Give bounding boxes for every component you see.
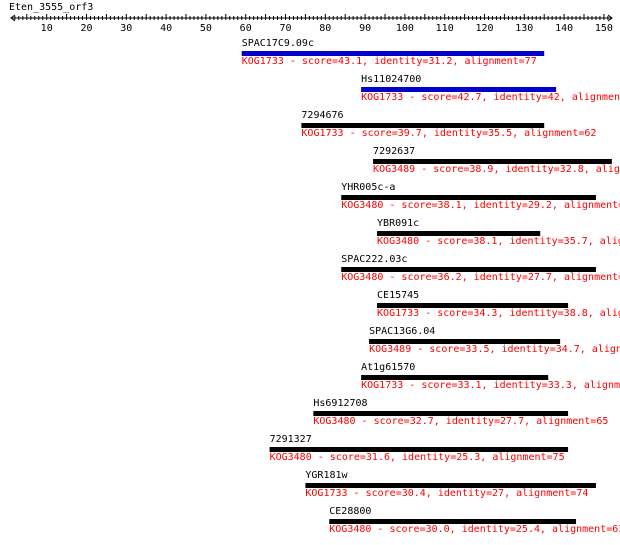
hit-name: CE28800 (329, 506, 371, 517)
hit-bar (329, 519, 577, 524)
hit-row: CE28800 KOG3480 - score=30.0, identity=25… (329, 506, 620, 535)
hit-info: KOG1733 - score=34.3, identity=38.8, ali… (377, 308, 620, 319)
hit-info: KOG3480 - score=38.1, identity=35.7, ali… (377, 236, 620, 247)
hit-bar (361, 87, 557, 92)
hit-name: At1g61570 (361, 362, 415, 373)
hit-info: KOG3480 - score=31.6, identity=25.3, ali… (270, 452, 565, 463)
hit-bar (269, 447, 569, 452)
hit-bar (341, 267, 596, 272)
hit-bar (301, 123, 545, 128)
tick-label: 110 (436, 23, 454, 34)
hit-name: CE15745 (377, 290, 419, 301)
hit-info: KOG1733 - score=30.4, identity=27, align… (305, 488, 588, 499)
hit-row: YBR091c KOG3480 - score=38.1, identity=35… (377, 218, 620, 247)
hit-name: SPAC222.03c (341, 254, 407, 265)
hit-info: KOG1733 - score=33.1, identity=33.3, ali… (361, 380, 620, 391)
tick-label: 30 (120, 23, 132, 34)
hit-bar (373, 159, 612, 164)
tick-label: 20 (80, 23, 92, 34)
tick-label: 150 (595, 23, 613, 34)
tick-label: 80 (319, 23, 331, 34)
hit-row: 7291327 KOG3480 - score=31.6, identity=25… (269, 434, 569, 463)
axis-arrow-right-icon (607, 14, 613, 22)
hit-bar (377, 231, 541, 236)
hit-bar (313, 411, 569, 416)
hit-info: KOG1733 - score=43.1, identity=31.2, ali… (242, 56, 537, 67)
hit-list: SPAC17C9.09c KOG1733 - score=43.1, identi… (241, 38, 620, 535)
hit-name: SPAC13G6.04 (369, 326, 435, 337)
hit-row: SPAC13G6.04 KOG3489 - score=33.5, identit… (369, 326, 620, 355)
tick-label: 10 (41, 23, 53, 34)
hit-name: YGR181w (305, 470, 348, 481)
hit-bar (377, 303, 569, 308)
hit-name: 7294676 (301, 110, 343, 121)
hit-info: KOG3480 - score=36.2, identity=27.7, ali… (341, 272, 620, 283)
tick-label: 140 (555, 23, 573, 34)
tick-label: 100 (396, 23, 414, 34)
tick-label: 120 (475, 23, 493, 34)
axis-ticks: 10 20 30 40 50 60 70 80 90 100 110 120 130 140 150 (10, 14, 613, 34)
hit-name: Hs6912708 (313, 398, 367, 409)
hit-info: KOG1733 - score=42.7, identity=42, align… (361, 92, 620, 103)
hit-name: SPAC17C9.09c (242, 38, 314, 49)
hit-name: YHR005c-a (341, 182, 395, 193)
sequence-title: Eten_3555_orf3 (9, 2, 93, 13)
hit-name: YBR091c (377, 218, 419, 229)
hit-info: KOG3480 - score=32.7, identity=27.7, ali… (313, 416, 608, 427)
tick-label: 70 (279, 23, 291, 34)
tick-label: 60 (240, 23, 252, 34)
hit-row: 7292637 KOG3489 - score=38.9, identity=32… (373, 146, 620, 175)
hit-bar (369, 339, 561, 344)
hit-name: 7291327 (270, 434, 312, 445)
hit-row: YGR181w KOG1733 - score=30.4, identity=27… (305, 470, 596, 499)
hit-bar (361, 375, 549, 380)
hit-row: Hs6912708 KOG3480 - score=32.7, identity=… (313, 398, 608, 427)
hit-info: KOG3489 - score=38.9, identity=32.8, ali… (373, 164, 620, 175)
hit-row: Hs11024700 KOG1733 - score=42.7, identity… (361, 74, 620, 103)
tick-label: 40 (160, 23, 172, 34)
hit-row: CE15745 KOG1733 - score=34.3, identity=38… (377, 290, 620, 319)
hit-bar (241, 51, 545, 56)
tick-label: 90 (359, 23, 371, 34)
hit-name: Hs11024700 (361, 74, 421, 85)
hit-row: 7294676 KOG1733 - score=39.7, identity=35… (301, 110, 596, 139)
hit-info: KOG3480 - score=38.1, identity=29.2, ali… (341, 200, 620, 211)
hit-bar (305, 483, 596, 488)
tick-label: 50 (200, 23, 212, 34)
hit-info: KOG3489 - score=33.5, identity=34.7, ali… (369, 344, 620, 355)
hit-row: SPAC17C9.09c KOG1733 - score=43.1, identi… (241, 38, 545, 67)
tick-label: 130 (515, 23, 533, 34)
axis-arrow-left-icon (10, 14, 16, 22)
hit-bar (341, 195, 596, 200)
hit-name: 7292637 (373, 146, 415, 157)
hit-info: KOG3480 - score=30.0, identity=25.4, ali… (329, 524, 620, 535)
hit-row: SPAC222.03c KOG3480 - score=36.2, identit… (341, 254, 620, 283)
hit-row: At1g61570 KOG1733 - score=33.1, identity=… (361, 362, 620, 391)
hit-row: YHR005c-a KOG3480 - score=38.1, identity=… (341, 182, 620, 211)
hit-info: KOG1733 - score=39.7, identity=35.5, ali… (301, 128, 596, 139)
